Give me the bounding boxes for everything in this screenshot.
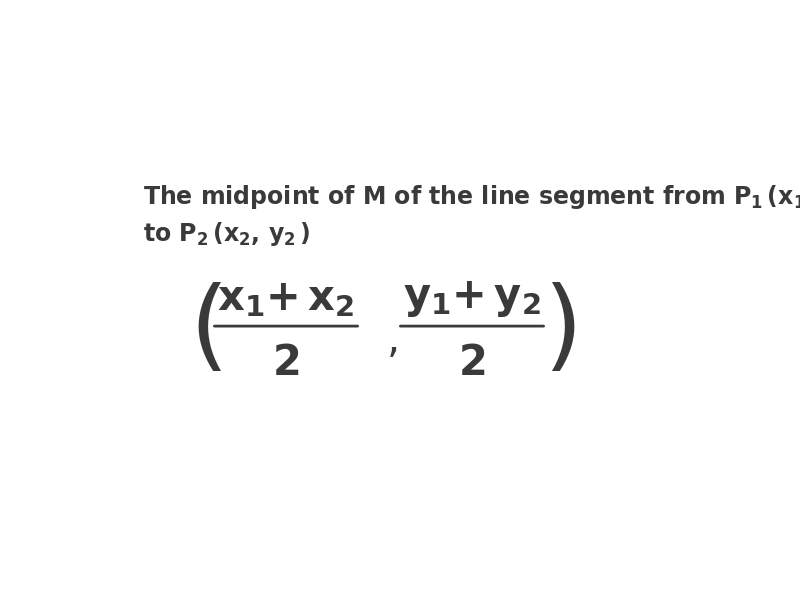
Text: $\bf{x}_1\bf{+}\,\bf{x}_2$: $\bf{x}_1\bf{+}\,\bf{x}_2$ [218, 277, 354, 319]
Text: $\bf{y}_1\bf{+}\,\bf{y}_2$: $\bf{y}_1\bf{+}\,\bf{y}_2$ [403, 277, 541, 319]
Text: $)$: $)$ [542, 282, 575, 379]
Text: $($: $($ [189, 282, 222, 379]
Text: $,$: $,$ [386, 319, 397, 361]
Text: $\bf{2}$: $\bf{2}$ [272, 342, 300, 384]
Text: The midpoint of M of the line segment from $\bf{P}_1\,(\bf{x}_1,\,\bf{y}_1\,)$: The midpoint of M of the line segment fr… [143, 183, 800, 211]
Text: to $\bf{P}_2\,(\bf{x}_2,\,\bf{y}_2\,)$: to $\bf{P}_2\,(\bf{x}_2,\,\bf{y}_2\,)$ [143, 220, 311, 248]
Text: $\bf{2}$: $\bf{2}$ [458, 342, 486, 384]
